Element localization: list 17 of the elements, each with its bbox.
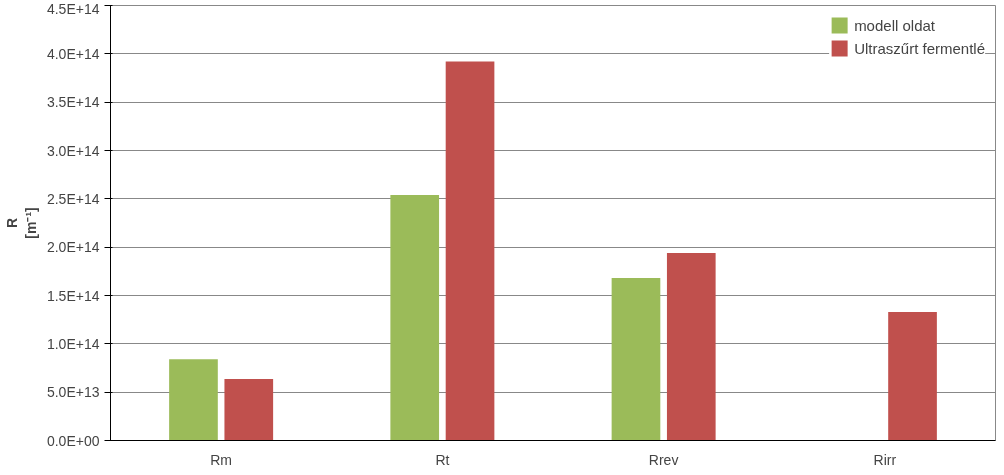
y-tick-label: 3.5E+14 <box>46 94 100 111</box>
y-tick-label: 2.0E+14 <box>46 239 100 256</box>
x-tick-label: Rirr <box>873 451 897 468</box>
y-tick-label: 0.0E+00 <box>46 432 100 449</box>
legend-label: Ultraszűrt fermentlé <box>854 39 985 57</box>
x-tick-label: Rt <box>435 451 450 468</box>
x-tick-label: Rrev <box>648 451 679 468</box>
y-tick-label: 3.0E+14 <box>46 142 100 159</box>
legend-label: modell oldat <box>854 16 936 34</box>
y-tick-label: 1.0E+14 <box>46 335 100 352</box>
y-tick-label: 2.5E+14 <box>46 190 100 207</box>
y-axis-title: R [m⁻¹] <box>3 207 39 239</box>
y-tick-label: 1.5E+14 <box>46 287 100 304</box>
y-tick-label: 4.0E+14 <box>46 45 100 62</box>
y-tick-label: 4.5E+14 <box>46 0 100 17</box>
x-tick-label: Rm <box>210 451 233 468</box>
y-tick-label: 5.0E+13 <box>46 384 100 401</box>
